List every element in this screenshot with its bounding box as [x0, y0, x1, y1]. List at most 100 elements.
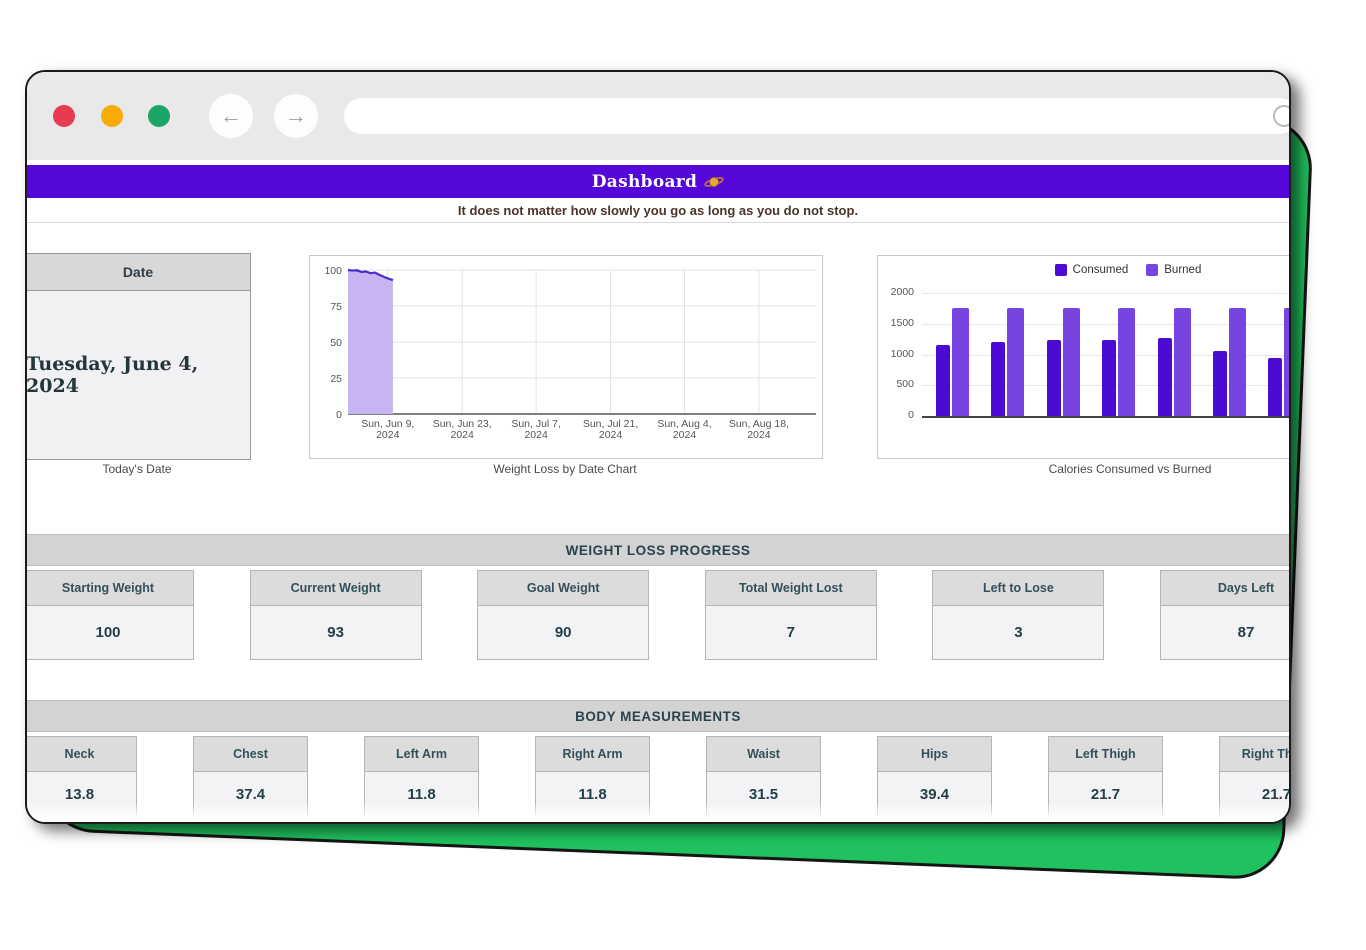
forward-button[interactable]: →: [274, 94, 318, 138]
date-card-title: Date: [27, 254, 250, 291]
svg-text:50: 50: [330, 337, 342, 349]
stat-label: Hips: [878, 737, 991, 772]
consumed-bar: [936, 345, 950, 416]
date-card: Date Tuesday, June 4, 2024: [26, 253, 251, 460]
stat-label: Waist: [707, 737, 820, 772]
weight-progress-section-header: WEIGHT LOSS PROGRESS: [27, 534, 1289, 566]
svg-text:Sun, Jun 9,2024: Sun, Jun 9, 2024: [361, 418, 414, 441]
date-card-caption: Today's Date: [102, 462, 172, 476]
stat-label: Total Weight Lost: [705, 571, 876, 606]
stat-label: Left to Lose: [933, 571, 1104, 606]
stat-label: Neck: [27, 737, 136, 772]
burned-bar: [1118, 307, 1136, 416]
zoom-window-button[interactable]: [148, 105, 170, 127]
weight-loss-chart-canvas: 0 25 50 75 100 Sun, Jun 9, 2024 Sun, Jun 23, 202…: [324, 265, 816, 441]
stat-label: Left Thigh: [1049, 737, 1162, 772]
back-arrow-icon: ←: [220, 103, 242, 128]
consumed-bar: [1213, 351, 1227, 416]
stat-label: Right Arm: [536, 737, 649, 772]
legend-label: Consumed: [1072, 264, 1129, 276]
page-title: Dashboard: [591, 171, 698, 192]
stat-value: 21.7: [1261, 786, 1291, 803]
svg-text:Sun, Jul 21,2024: Sun, Jul 21, 2024: [583, 418, 638, 441]
stat-value: 11.8: [578, 786, 607, 803]
stat-label: Chest: [194, 737, 307, 772]
legend-swatch-icon: [1146, 264, 1159, 276]
consumed-bar: [1046, 339, 1061, 416]
y-tick-label: 2000: [890, 286, 914, 298]
burned-bar: [952, 307, 969, 416]
svg-text:Sun, Aug 18,2024: Sun, Aug 18, 2024: [729, 418, 789, 441]
calories-chart: 0 500 1000 1500 2000 Consumed Burned: [877, 255, 1289, 459]
svg-text:Sun, Aug 4,2024: Sun, Aug 4, 2024: [657, 418, 711, 441]
stat-card-current-weight: Current Weight 93: [249, 570, 422, 660]
stat-value: 21.7: [1090, 786, 1121, 803]
stat-value: 39.4: [919, 786, 950, 803]
consumed-bar: [1102, 339, 1117, 416]
y-tick-label: 500: [896, 378, 914, 391]
burned-bar: [1062, 307, 1080, 416]
gridline: [922, 323, 1289, 325]
svg-text:Sun, Jul 7,2024: Sun, Jul 7, 2024: [511, 418, 561, 441]
weight-loss-chart-caption: Weight Loss by Date Chart: [493, 462, 637, 476]
current-date: Tuesday, June 4, 2024: [26, 353, 199, 397]
legend-item: Consumed: [1054, 264, 1129, 276]
burned-bar: [1284, 307, 1289, 416]
legend-item: Burned: [1146, 264, 1201, 276]
stat-label: Starting Weight: [27, 571, 193, 606]
stat-value: 3: [1014, 624, 1023, 641]
saturn-icon: [704, 176, 724, 187]
stat-card-total-weight-lost: Total Weight Lost 7: [704, 570, 877, 660]
back-button[interactable]: ←: [209, 94, 253, 138]
search-icon[interactable]: [1273, 105, 1289, 127]
stat-value: 11.8: [407, 786, 436, 803]
x-axis-line: [922, 416, 1289, 418]
burned-bar: [1229, 307, 1246, 416]
stat-card-starting-weight: Starting Weight 100: [27, 570, 194, 660]
calories-chart-caption: Calories Consumed vs Burned: [1048, 462, 1212, 476]
stat-value: 13.8: [64, 786, 95, 803]
stat-label: Left Arm: [365, 737, 478, 772]
svg-text:100: 100: [324, 265, 342, 277]
stat-value: 31.5: [748, 786, 779, 803]
stat-value: 90: [554, 624, 572, 641]
stat-value: 37.4: [235, 786, 266, 803]
app-header: Dashboard: [27, 165, 1289, 198]
stat-value: 87: [1237, 624, 1255, 641]
close-window-button[interactable]: [53, 105, 75, 127]
stat-card-goal-weight: Goal Weight 90: [477, 570, 650, 660]
stat-label: Days Left: [1161, 571, 1289, 606]
legend-label: Burned: [1164, 264, 1202, 276]
y-tick-label: 0: [908, 409, 914, 421]
chart-legend: Consumed Burned: [878, 264, 1289, 276]
svg-text:25: 25: [330, 373, 342, 385]
gridline: [922, 293, 1289, 294]
url-input[interactable]: [344, 98, 1289, 134]
stat-value: 100: [95, 624, 121, 641]
legend-swatch-icon: [1054, 264, 1067, 276]
stat-value: 7: [786, 624, 795, 641]
stat-label: Goal Weight: [478, 571, 649, 606]
stat-card-days-left: Days Left 87: [1160, 570, 1289, 660]
browser-chrome: ← →: [27, 72, 1289, 160]
stat-label: Current Weight: [250, 571, 421, 606]
burned-bar: [1007, 307, 1025, 416]
stat-value: 93: [327, 624, 344, 641]
stat-label: Right Thigh: [1220, 737, 1289, 772]
stat-card-left-to-lose: Left to Lose 3: [932, 570, 1105, 660]
consumed-bar: [1157, 337, 1172, 416]
svg-text:0: 0: [336, 409, 342, 421]
svg-text:Sun, Jun 23,2024: Sun, Jun 23, 2024: [433, 418, 492, 441]
forward-arrow-icon: →: [285, 103, 307, 128]
svg-text:75: 75: [330, 301, 342, 313]
y-tick-label: 1000: [890, 347, 914, 360]
consumed-bar: [1268, 358, 1283, 416]
y-tick-label: 1500: [890, 316, 914, 329]
bottom-fade: [27, 802, 1289, 822]
burned-bar: [1173, 307, 1191, 416]
motivational-quote: It does not matter how slowly you go as …: [27, 198, 1289, 223]
minimize-window-button[interactable]: [101, 105, 123, 127]
consumed-bar: [991, 341, 1006, 416]
weight-loss-chart: 0 25 50 75 100 Sun, Jun 9, 2024 Sun, Jun 23, 202…: [309, 255, 823, 459]
